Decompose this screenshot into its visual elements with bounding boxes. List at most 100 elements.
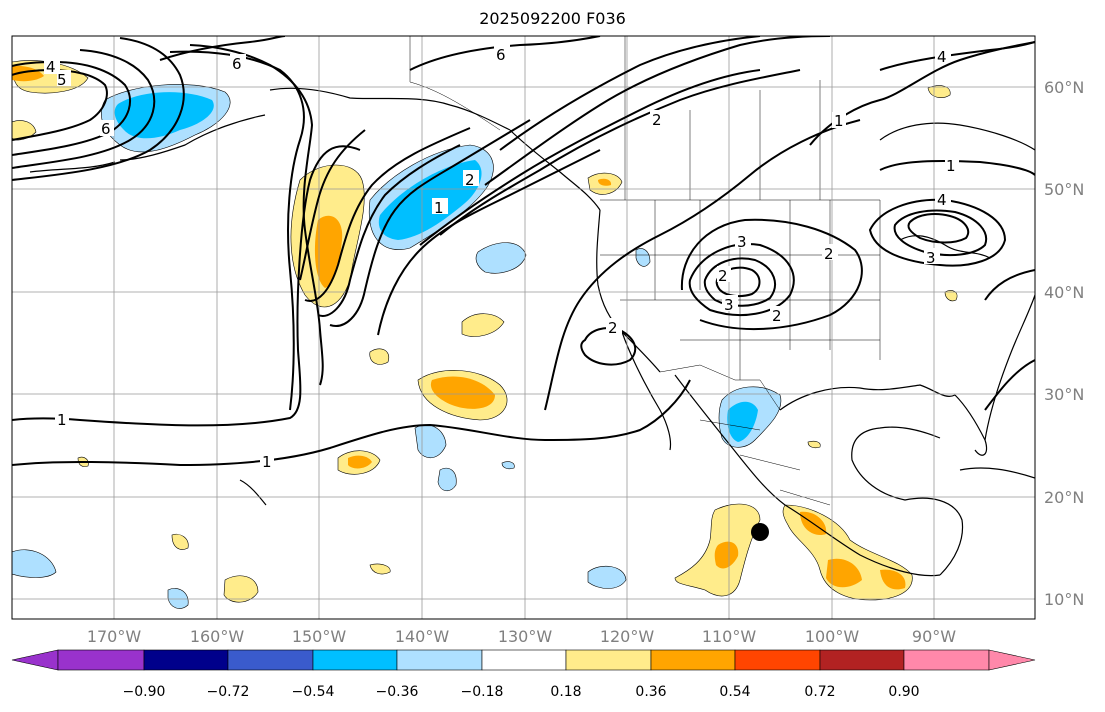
lon-label-150w: 150°W [291,627,347,646]
shade-yellow-sw2 [223,575,259,603]
shade-yellow-sw3 [369,563,391,575]
contour-low-3 [715,266,761,298]
contour-ridge-3 [329,119,531,327]
colorbar-tick-label: −0.36 [375,684,419,700]
shade-blue-sw1 [12,549,57,578]
contour-6-top [409,36,601,71]
colorbar-segment [57,649,145,671]
colorbar-tick-label: −0.18 [460,684,504,700]
contour-label: 3 [724,296,734,314]
contour-ne-low-1 [868,198,1007,267]
lon-label-110w: 110°W [701,627,757,646]
shade-cyan-gulf [378,160,482,240]
border-alaska-canada [409,36,501,131]
shade-blue-small4 [501,461,515,470]
coastlines [29,87,1035,577]
map-title: 2025092200 F036 [479,9,626,28]
shaded-anomaly-regions [12,60,958,609]
contour-ridge-2 [189,44,324,386]
contour-east-lower [984,359,1035,411]
colorbar-segment-max [988,649,1036,671]
lon-label-160w: 160°W [189,627,245,646]
shade-yellow-small2 [369,348,390,365]
lat-label-60n: 60°N [1044,78,1085,97]
lon-label-130w: 130°W [497,627,553,646]
shade-blue-small1 [475,242,527,274]
contour-label: 5 [57,71,67,89]
shade-orange-small3 [348,455,372,469]
contour-labels: 4 5 6 6 6 2 1 4 1 4 3 3 2 2 3 2 2 1 1 [44,44,959,471]
contour-low-outer [680,218,863,331]
colorbar [11,649,1036,671]
colorbar-tick-label: 0.72 [804,684,836,700]
contour-nw-4 [12,37,185,181]
colorbar-tick-label: −0.72 [206,684,250,700]
contour-label: 3 [737,233,747,251]
shade-cyan-aleutian [114,92,214,139]
contour-east-mid [984,269,1035,301]
colorbar-segment [565,649,652,671]
shade-yellow-gulfmx [807,440,821,449]
contour-label: 1 [834,112,844,130]
colorbar-tick-label: 0.90 [888,684,920,700]
contour-1-west [12,145,361,427]
contour-label: 2 [465,171,475,189]
colorbar-segment [903,649,990,671]
coast-aleutians [29,161,116,173]
colorbar-tick-label: 0.54 [719,684,751,700]
contour-1-west-lower [12,379,691,467]
colorbar-tick-label: 0.18 [550,684,582,700]
shade-yellow-small1 [461,313,505,337]
contour-label: 2 [652,111,662,129]
shade-cyan-mexico [727,401,758,442]
colorbar-segment-min [11,649,59,671]
contour-2-outer [544,119,861,411]
contour-label: 6 [496,46,506,64]
shade-orange-epac [714,541,739,569]
coast-us-west [596,209,661,373]
contour-1-ne [879,159,1035,176]
contour-nw-2 [12,60,131,156]
shade-yellow-sw1 [171,533,189,550]
coast-alaska-peninsula [119,114,266,161]
contour-ne-low-2 [893,209,988,257]
colorbar-segment [227,649,314,671]
lat-label-20n: 20°N [1044,488,1085,507]
map-frame-border [11,35,1036,620]
contour-low-2 [703,257,776,307]
storm-center-marker [751,523,769,541]
coast-alaska-north [269,87,511,131]
contour-label: 4 [937,48,947,66]
colorbar-segment [396,649,483,671]
contour-jet-2 [439,69,801,236]
contour-ridge-5 [304,127,471,302]
contour-label: 1 [434,199,444,217]
contour-label: 2 [772,307,782,325]
border-us-mexico [659,364,781,411]
contour-nw-1 [12,68,108,141]
colorbar-segment [734,649,821,671]
contour-trough-east [377,149,601,336]
border-mexico-states [699,419,831,506]
contour-jet-3 [484,36,831,186]
contour-label: 6 [232,55,242,73]
contour-jet-4 [499,36,761,151]
coast-bc [509,129,601,211]
contour-nw-5 [159,36,286,61]
contour-label: 4 [937,191,947,209]
lon-label-170w: 170°W [86,627,142,646]
shade-orange-central-am3 [880,569,906,590]
contour-lines [12,36,1035,467]
contour-nw-3 [12,49,156,169]
shade-yellow-florida [944,290,958,302]
colorbar-segment [650,649,736,671]
coast-mexico-west [674,374,941,577]
colorbar-segment [481,649,567,671]
contour-label: 3 [926,249,936,267]
contour-label: 2 [824,245,834,263]
shade-yellow-ne [927,85,951,98]
shade-blue-sw2 [167,588,189,609]
colorbar-segment [143,649,229,671]
lon-label-100w: 100°W [804,627,860,646]
